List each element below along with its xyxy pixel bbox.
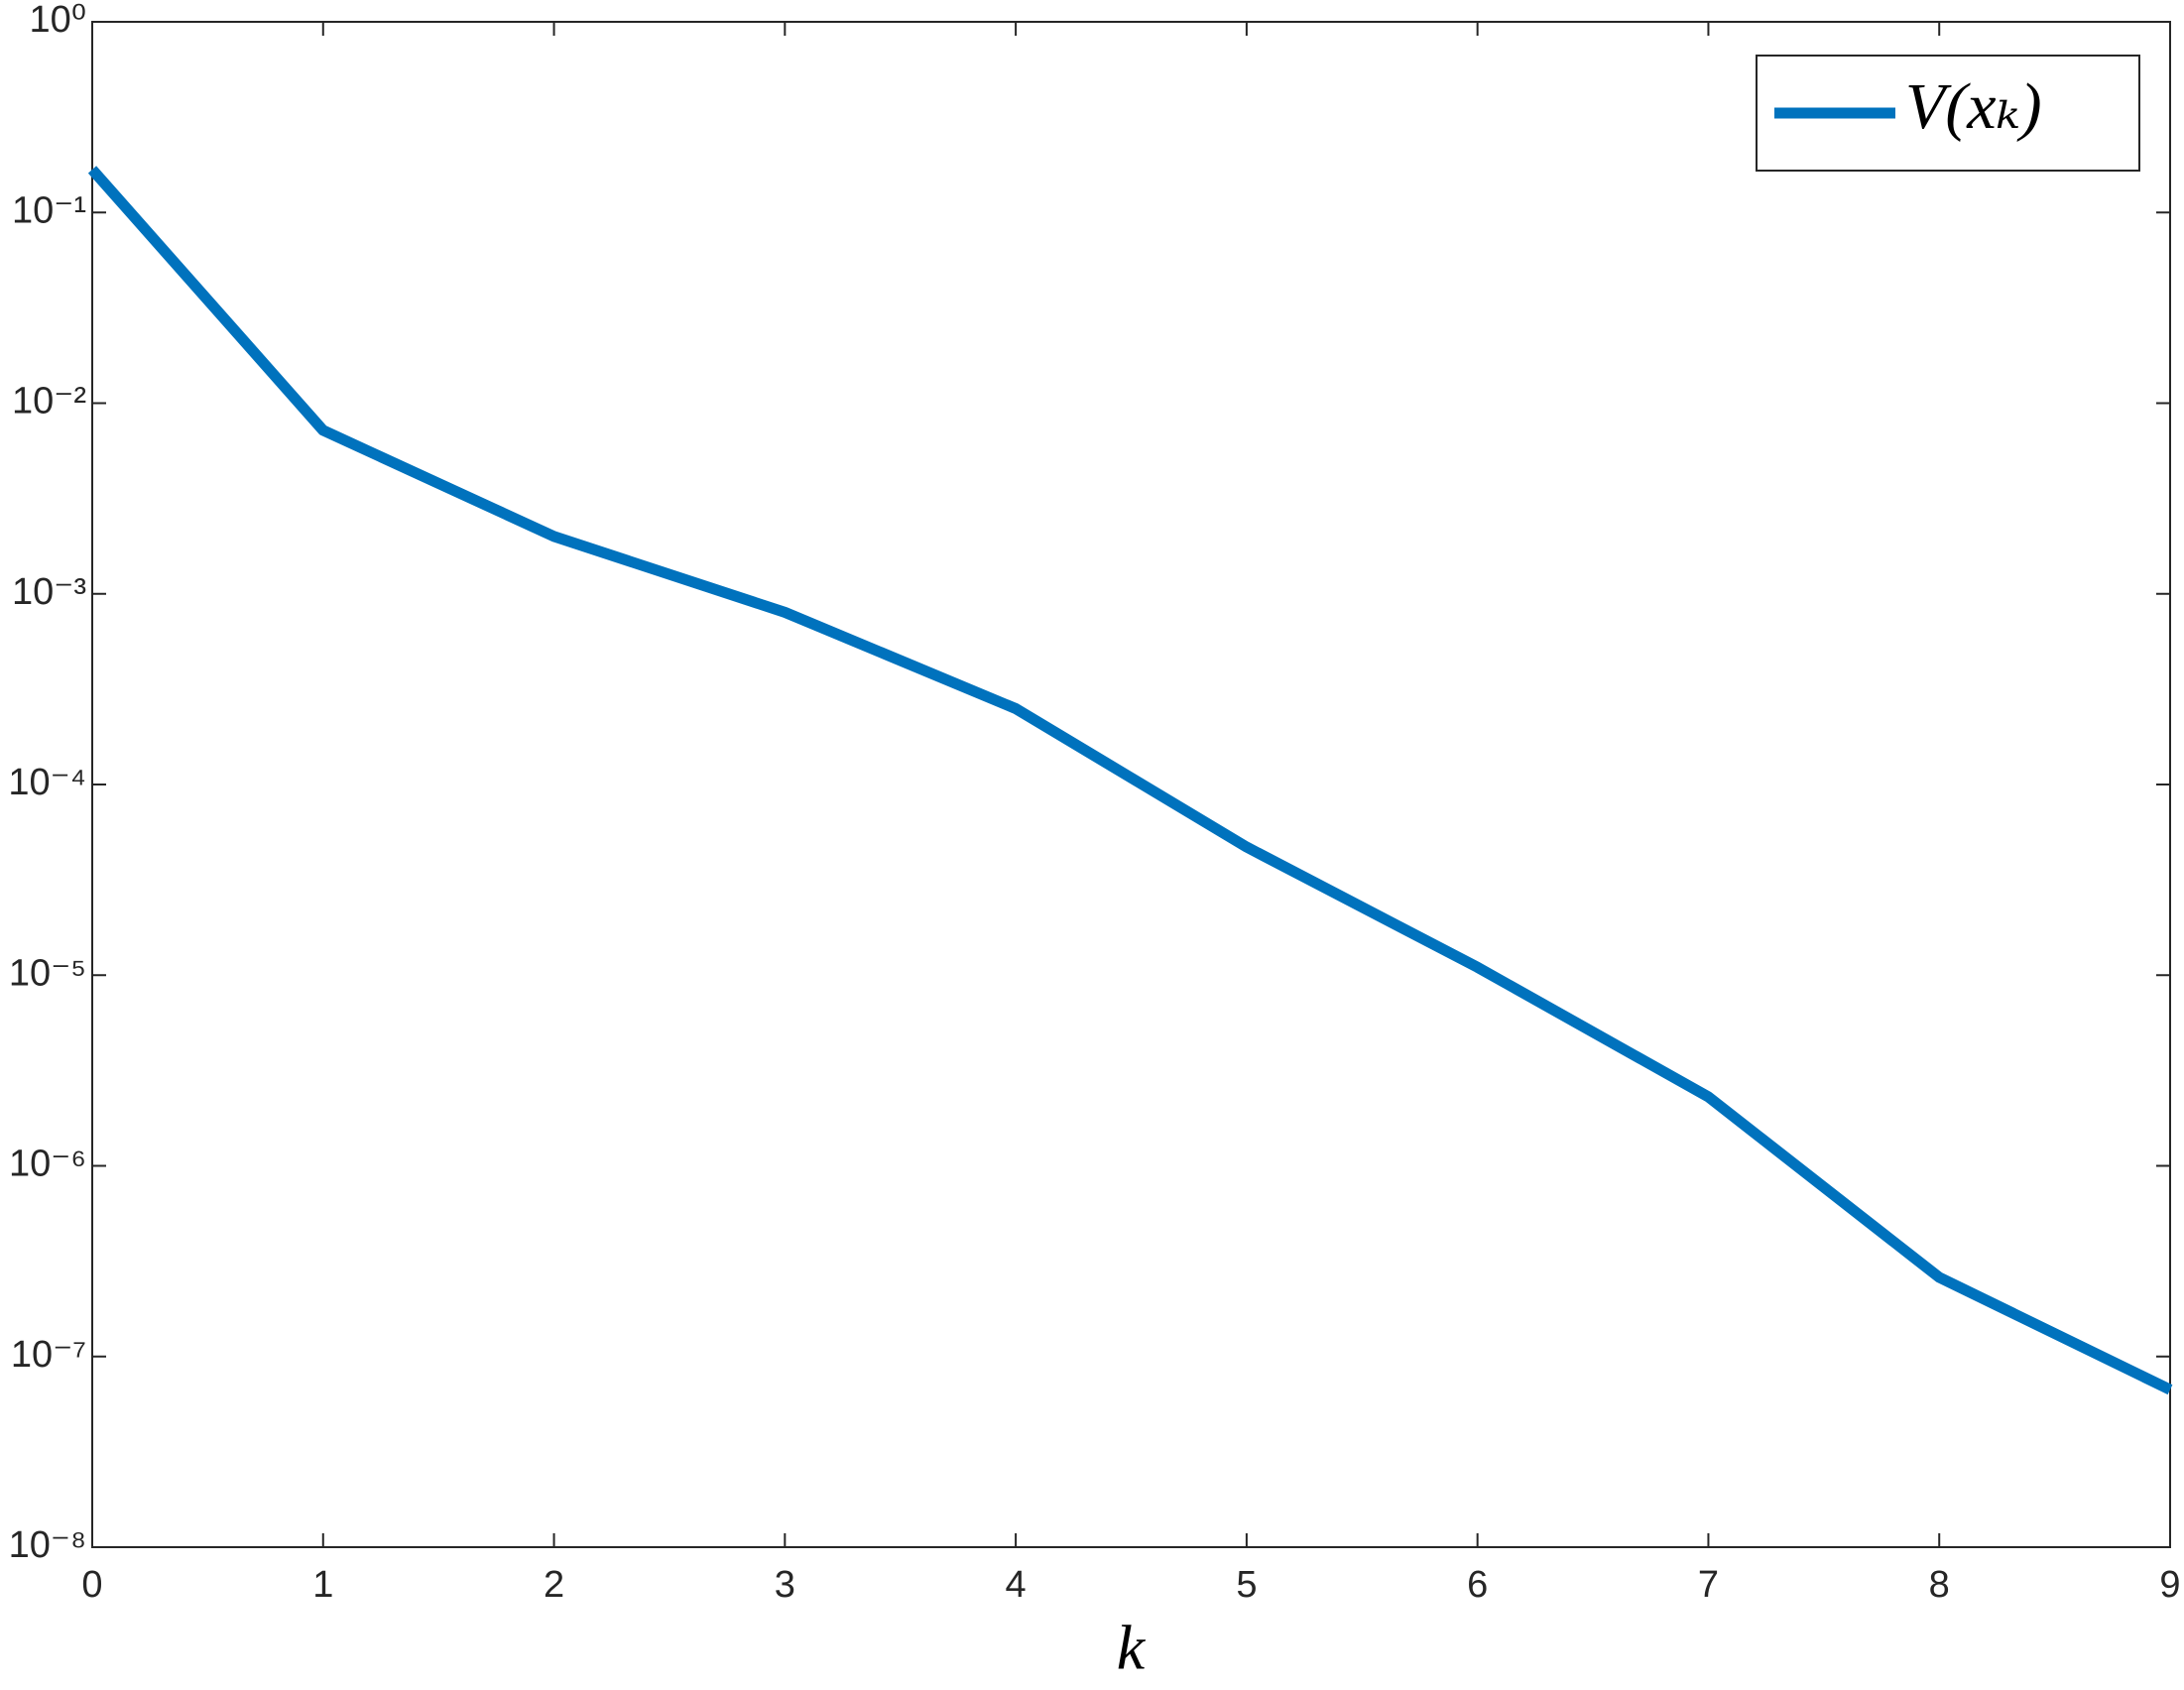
y-tick-label: 10⁻⁸ bbox=[9, 1524, 86, 1566]
y-tick-label: 10⁻⁶ bbox=[9, 1144, 86, 1185]
y-tick-label: 10⁻⁴ bbox=[8, 762, 86, 803]
x-tick-label: 2 bbox=[544, 1564, 564, 1606]
y-tick-label: 10⁻³ bbox=[12, 571, 86, 613]
x-tick-label: 5 bbox=[1236, 1564, 1257, 1606]
x-axis-label: k bbox=[1117, 1613, 1147, 1683]
x-tick-label: 3 bbox=[775, 1564, 795, 1606]
y-tick-label: 10⁻² bbox=[12, 381, 86, 422]
x-tick-label: 9 bbox=[2159, 1564, 2180, 1606]
x-tick-label: 4 bbox=[1006, 1564, 1027, 1606]
x-tick-label: 7 bbox=[1698, 1564, 1719, 1606]
y-tick-label: 10⁻⁷ bbox=[11, 1334, 86, 1376]
plot-frame bbox=[91, 21, 2171, 1548]
y-tick-label: 10⁻¹ bbox=[12, 189, 86, 231]
x-tick-label: 1 bbox=[312, 1564, 333, 1606]
y-tick-label: 10⁰ bbox=[29, 0, 86, 41]
data-line bbox=[87, 166, 2173, 1395]
x-tick-label: 6 bbox=[1467, 1564, 1488, 1606]
legend-label: V(xₖ) bbox=[1905, 70, 2042, 143]
x-tick-label: 8 bbox=[1929, 1564, 1950, 1606]
y-tick-label: 10⁻⁵ bbox=[9, 952, 86, 994]
x-tick-label: 0 bbox=[81, 1564, 102, 1606]
